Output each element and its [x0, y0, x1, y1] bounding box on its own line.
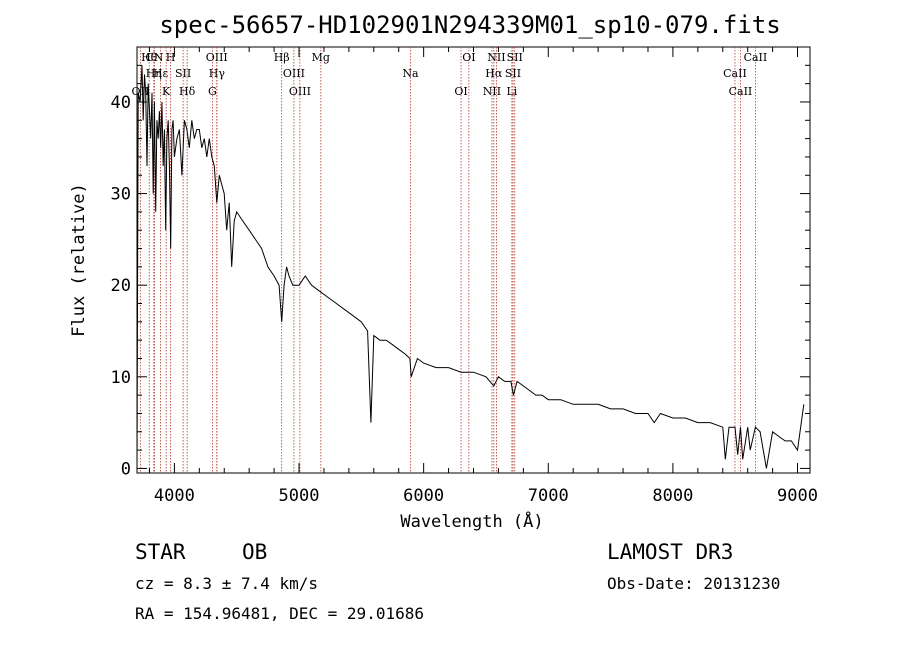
spectral-line-label: Mg [312, 51, 330, 64]
spectral-line-label: CaII [729, 85, 753, 98]
spectral-line-label: H [166, 51, 176, 64]
spectral-line-label: Hθ [141, 51, 158, 64]
spectral-line-label: OI [462, 51, 475, 64]
x-tick-label: 7000 [528, 486, 569, 506]
observation-date: Obs-Date: 20131230 [607, 574, 781, 593]
spectral-line-label: SII [175, 67, 191, 80]
ra-dec-coordinates: RA = 154.96481, DEC = 29.01686 [135, 604, 424, 623]
x-tick-label: 4000 [154, 486, 195, 506]
y-tick-label: 40 [111, 93, 131, 113]
plot-frame [136, 46, 811, 474]
spectral-line-label: OIII [289, 85, 311, 98]
spectral-line-label: NII [487, 51, 505, 64]
y-axis-label: Flux (relative) [69, 183, 89, 337]
spectral-line-label: SII [505, 67, 521, 80]
spectral-line-label: OI [454, 85, 467, 98]
spectral-line-label: CaII [723, 67, 747, 80]
x-axis-label: Wavelength (Å) [400, 510, 543, 532]
line-labels: HθHηOIICNHεKHSIIHδOIIIHγGHβOIIIOIIIMgNaO… [132, 51, 768, 98]
spectral-line-label: K [162, 85, 171, 98]
spectral-line-label: G [208, 85, 217, 98]
spectral-line-label: Li [506, 85, 517, 98]
y-tick-label: 20 [111, 276, 131, 296]
spectral-class: STAR [135, 540, 186, 564]
spectral-line-label: CN [145, 51, 163, 64]
spectral-lines [139, 47, 756, 473]
redshift-cz: cz = 8.3 ± 7.4 km/s [135, 574, 319, 593]
spectral-line-label: Hδ [179, 85, 196, 98]
spectral-line-label: CaII [744, 51, 768, 64]
x-tick-label: 6000 [403, 486, 444, 506]
x-tick-label: 8000 [652, 486, 693, 506]
spectral-line-label: OIII [283, 67, 305, 80]
x-axis-ticks: 4000 5000 6000 7000 8000 9000 [148, 47, 818, 506]
y-tick-label: 10 [111, 368, 131, 388]
spectral-line-label: SII [507, 51, 523, 64]
y-tick-label: 0 [121, 459, 131, 479]
x-tick-label: 5000 [279, 486, 320, 506]
spectral-subclass: OB [242, 540, 268, 564]
spectral-line-label: Hγ [209, 67, 226, 80]
chart-title: spec-56657-HD102901N294339M01_sp10-079.f… [159, 11, 780, 39]
survey-name: LAMOST DR3 [607, 540, 734, 564]
spectral-line-label: NII [483, 85, 501, 98]
spectral-line-label: Hα [485, 67, 503, 80]
spectral-line-label: Hβ [274, 51, 290, 64]
spectral-line-label: Na [402, 67, 419, 80]
spectrum-line [136, 65, 805, 469]
y-tick-label: 30 [111, 185, 131, 205]
spectral-line-label: Hε [153, 67, 169, 80]
x-tick-label: 9000 [777, 486, 818, 506]
spectral-line-label: Hη [146, 67, 162, 80]
spectral-line-label: OIII [206, 51, 228, 64]
y-axis-ticks: 0 10 20 30 40 [111, 64, 810, 479]
